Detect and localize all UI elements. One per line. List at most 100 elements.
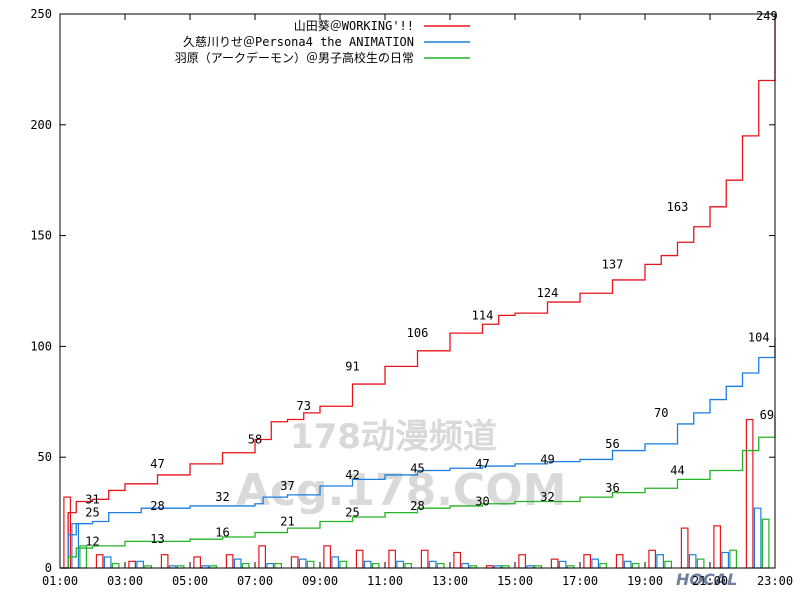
data-label: 56 <box>605 437 619 451</box>
data-label: 36 <box>605 481 619 495</box>
bar <box>388 549 396 569</box>
bar <box>656 554 665 569</box>
data-label: 31 <box>85 492 99 506</box>
data-label: 44 <box>670 463 684 477</box>
bar <box>745 418 754 569</box>
bar <box>680 527 689 569</box>
bar <box>290 556 299 569</box>
bar <box>623 560 632 569</box>
bar <box>160 554 169 569</box>
x-tick-label: 03:00 <box>107 574 143 588</box>
x-tick-label: 11:00 <box>367 574 403 588</box>
bar <box>306 560 315 569</box>
axes-layer: 0 50 100 150 200 250 01:00 03:00 05:00 07:00 09:00… <box>30 7 793 588</box>
watermark-corner: HOCAL <box>676 570 737 589</box>
x-tick-label: 13:00 <box>432 574 468 588</box>
data-label: 124 <box>537 286 559 300</box>
bar <box>363 560 372 569</box>
data-label: 163 <box>667 200 689 214</box>
bar <box>721 551 730 569</box>
bar <box>241 562 250 569</box>
data-label: 30 <box>475 495 489 509</box>
bar <box>111 562 120 569</box>
bar <box>258 545 266 569</box>
x-tick-label: 07:00 <box>237 574 273 588</box>
bar <box>103 556 112 569</box>
data-label: 91 <box>345 359 359 373</box>
bar <box>696 558 705 569</box>
bar <box>436 562 445 569</box>
data-label: 137 <box>602 257 624 271</box>
bar <box>615 554 624 569</box>
bar <box>461 562 469 569</box>
data-label: 106 <box>407 326 429 340</box>
data-label: 47 <box>150 457 164 471</box>
bar <box>404 562 412 569</box>
bar <box>266 562 274 569</box>
bar <box>753 507 762 569</box>
data-label: 104 <box>748 331 770 345</box>
bar <box>550 558 559 569</box>
x-tick-label: 21:00 <box>692 574 728 588</box>
plot-frame <box>59 13 776 569</box>
bar <box>591 558 600 569</box>
data-label: 13 <box>150 532 164 546</box>
bar <box>331 556 339 569</box>
data-label: 114 <box>472 308 494 322</box>
data-label: 249 <box>756 9 778 23</box>
bar <box>298 558 307 569</box>
bar <box>420 549 429 569</box>
legend: 山田葵＠WORKING'!!久慈川りせ＠Persona4 the ANIMATI… <box>175 19 470 65</box>
legend-label: 山田葵＠WORKING'!! <box>294 19 414 33</box>
bar <box>583 554 592 569</box>
data-label: 32 <box>540 490 554 504</box>
data-label: 21 <box>280 514 294 528</box>
y-tick-label: 150 <box>30 229 52 243</box>
x-tick-label: 01:00 <box>42 574 78 588</box>
data-label: 25 <box>85 506 99 520</box>
legend-label: 羽原（アークデーモン）＠男子高校生の日常 <box>175 50 414 65</box>
bar <box>631 562 640 569</box>
y-tick-label: 0 <box>45 561 52 575</box>
data-label: 42 <box>345 468 359 482</box>
data-label: 37 <box>280 479 294 493</box>
watermark-line2: Acg.178.COM <box>236 465 566 516</box>
y-tick-label: 200 <box>30 118 52 132</box>
data-label: 69 <box>760 408 774 422</box>
bar <box>136 560 144 569</box>
lines-layer <box>60 16 776 569</box>
bar <box>648 549 657 569</box>
x-tick-label: 05:00 <box>172 574 208 588</box>
bar <box>193 556 201 569</box>
bar <box>95 554 104 569</box>
bar <box>518 554 527 569</box>
x-tick-label: 19:00 <box>627 574 663 588</box>
bar <box>713 525 722 569</box>
bar <box>396 560 404 569</box>
bar <box>688 554 697 569</box>
watermark: 178动漫频道 Acg.178.COM HOCAL <box>236 417 737 589</box>
bar <box>323 545 331 569</box>
series-line <box>60 337 776 569</box>
x-tick-label: 23:00 <box>757 574 793 588</box>
bar <box>79 545 88 569</box>
bar <box>729 549 738 569</box>
series-line <box>60 16 776 569</box>
data-label: 25 <box>345 506 359 520</box>
data-label: 28 <box>410 499 424 513</box>
bar <box>371 562 380 569</box>
bar <box>225 554 234 569</box>
x-tick-label: 15:00 <box>497 574 533 588</box>
bar <box>128 560 136 569</box>
data-label: 47 <box>475 457 489 471</box>
data-label: 49 <box>540 452 554 466</box>
bar <box>428 560 437 569</box>
y-tick-label: 50 <box>38 450 52 464</box>
data-label: 32 <box>215 490 229 504</box>
data-label: 45 <box>410 461 424 475</box>
watermark-line1: 178动漫频道 <box>290 417 497 457</box>
data-label: 16 <box>215 526 229 540</box>
data-label: 58 <box>248 432 262 446</box>
bar <box>664 560 673 569</box>
